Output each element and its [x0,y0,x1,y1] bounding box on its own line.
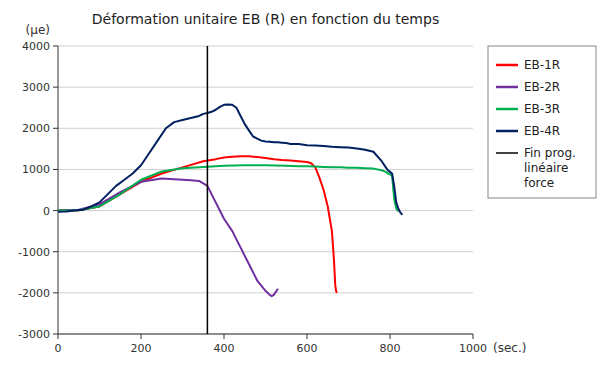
x-tick-label: 400 [214,342,235,355]
y-tick-label: 1000 [22,163,50,176]
grid-line [58,251,473,252]
y-axis-label: (μe) [26,23,50,37]
legend-label-line: EB-1R [524,58,560,72]
grid-line [58,210,473,211]
grid-line [58,87,473,88]
y-tick-label: 3000 [22,81,50,94]
legend-swatch [496,108,518,111]
y-tick-label: 0 [43,205,50,218]
plot-area [58,46,402,334]
y-tick [53,128,58,129]
y-tick [53,169,58,170]
chart: 0 200 400 600 800 1000 -3000 -2000 -1000 0 1000 200… [0,0,603,372]
vertical-line [207,46,209,334]
legend-label: EB-2R [524,80,560,94]
y-tick [53,210,58,211]
y-tick-label: -2000 [18,287,50,300]
x-tick [224,334,225,339]
series-line [58,104,402,214]
legend-swatch [496,64,518,67]
legend-label: Fin prog.linéaireforce [524,146,576,190]
x-tick-label: 800 [380,342,401,355]
x-tick-label: 600 [297,342,318,355]
x-tick-label: 0 [55,342,62,355]
legend-label: EB-3R [524,102,560,116]
y-tick [53,87,58,88]
y-tick [53,251,58,252]
series-line [58,178,278,296]
y-tick-label: -3000 [18,328,50,341]
legend-label-line: linéaire [524,161,568,175]
y-tick-label: 2000 [22,122,50,135]
legend-swatch [496,130,518,133]
x-tick [141,334,142,339]
x-axis-line [58,334,473,335]
x-tick [390,334,391,339]
series-line [58,165,398,211]
y-tick-label: 4000 [22,40,50,53]
y-tick [53,46,58,47]
legend: EB-1R EB-2R EB-3R EB-4R Fin prog.linéairefor… [488,46,596,198]
axes: 0 200 400 600 800 1000 -3000 -2000 -1000 0 1000 200… [18,40,487,355]
series-line [58,156,337,293]
x-tick [473,334,474,339]
legend-label: EB-1R [524,58,560,72]
legend-label: EB-4R [524,124,560,138]
grid-line [58,334,473,335]
y-tick-label: -1000 [18,246,50,259]
legend-swatch [496,86,518,89]
title: Déformation unitaire EB (R) en fonction … [92,11,439,27]
legend-label-line: Fin prog. [524,146,576,160]
legend-label-line: EB-3R [524,102,560,116]
x-tick-label: 200 [131,342,152,355]
grid-line [58,46,473,47]
legend-label-line: EB-4R [524,124,560,138]
legend-label-line: EB-2R [524,80,560,94]
y-tick [53,334,58,335]
y-tick [53,292,58,293]
x-tick [307,334,308,339]
grid-line [58,169,473,170]
x-tick [58,334,59,339]
legend-box [488,46,596,198]
grid [58,46,473,334]
grid-line [58,292,473,293]
grid-line [58,128,473,129]
x-tick-label: 1000 [459,342,487,355]
y-axis-line [58,46,59,334]
legend-label-line: force [524,176,554,190]
x-axis-label: (sec.) [493,341,526,355]
legend-swatch [496,152,518,154]
